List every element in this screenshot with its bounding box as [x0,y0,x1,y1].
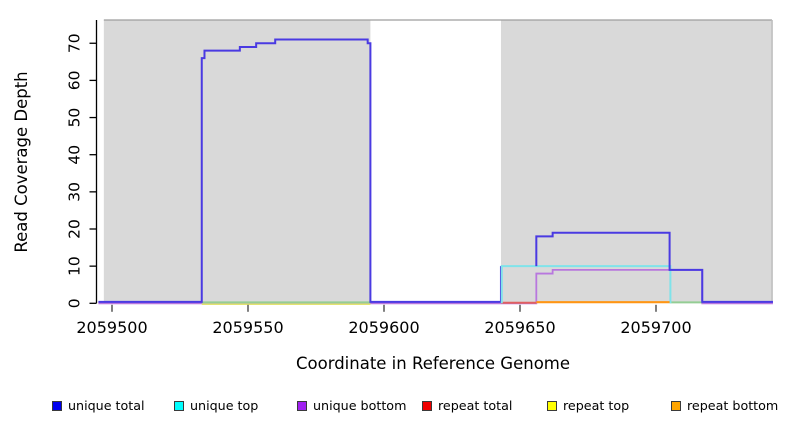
shaded-region [103,20,371,303]
x-axis-title: Coordinate in Reference Genome [296,354,570,373]
y-tick-label: 70 [65,33,83,53]
legend-label: unique bottom [313,398,407,413]
legend-item-repeat-total: repeat total [422,397,512,415]
x-tick-label: 2059550 [212,318,283,337]
legend-label: unique total [68,398,145,413]
series-unique-total [535,231,773,303]
legend-item-repeat-bottom: repeat bottom [671,397,778,415]
legend-label: repeat total [438,398,513,413]
legend-swatch [422,401,432,411]
y-axis-title: Read Coverage Depth [12,71,31,252]
legend-swatch [297,401,307,411]
y-tick-label: 20 [65,219,83,239]
x-tick-label: 2059700 [620,318,691,337]
y-tick-label: 50 [65,108,83,128]
shaded-region [500,20,773,303]
coverage-plot: 0 10 20 30 40 50 60 70 2059500 2059550 2059600 2059… [12,19,773,373]
legend-label: unique top [190,398,259,413]
legend-item-unique-bottom: unique bottom [297,397,406,415]
x-tick-label: 2059500 [76,318,147,337]
series-unique-top [500,265,672,304]
plot-legend: unique total unique top unique bottom repea… [0,397,792,421]
legend-swatch [174,401,184,411]
series-unique-total [98,38,502,303]
legend-item-repeat-top: repeat top [547,397,629,415]
legend-swatch [52,401,62,411]
legend-swatch [671,401,681,411]
y-tick-label: 0 [65,298,83,308]
chart-layer: 0 10 20 30 40 50 60 70 2059500 2059550 2059600 2059… [65,19,773,337]
legend-label: repeat top [563,398,630,413]
y-tick-label: 10 [65,256,83,276]
legend-label: repeat bottom [687,398,779,413]
x-tick-label: 2059650 [484,318,555,337]
y-tick-label: 30 [65,182,83,202]
legend-item-unique-total: unique total [52,397,145,415]
y-tick-label: 40 [65,145,83,165]
legend-item-unique-top: unique top [174,397,258,415]
x-tick-label: 2059600 [348,318,419,337]
legend-swatch [547,401,557,411]
y-tick-label: 60 [65,71,83,91]
